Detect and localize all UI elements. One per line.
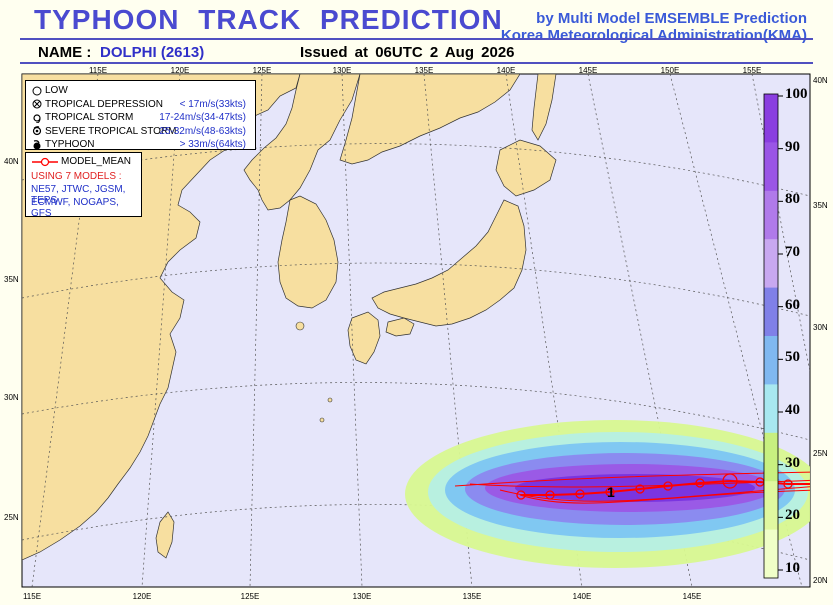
colorbar-label: 30 [785,454,800,471]
header-divider-bottom [20,62,813,64]
right-latitude-label: 40N [813,76,828,85]
top-longitude-label: 125E [253,66,272,75]
colorbar-segment [764,94,778,143]
right-latitude-label: 35N [813,201,828,210]
current-position-marker: 1 [607,484,615,500]
colorbar-segment [764,384,778,434]
left-latitude-label: 30N [4,393,19,402]
colorbar-segment [764,336,778,385]
top-longitude-label: 140E [497,66,516,75]
name-label: NAME : [38,44,92,61]
model-list-line1: NE57, JTWC, JGSM, TEPS [31,184,126,206]
colorbar-label: 80 [785,191,800,208]
legend-item-value: 17-24m/s(34-47kts) [159,112,246,123]
colorbar-label: 50 [785,349,800,366]
honshu-land [371,199,527,327]
right-latitude-label: 30N [813,323,828,332]
top-longitude-label: 130E [333,66,352,75]
taiwan-land [155,511,175,559]
bottom-longitude-label: 140E [573,592,592,601]
ryukyu-island [319,417,325,423]
tropical-depression-icon [32,99,42,109]
tropical-storm-icon [33,113,41,123]
ryukyu-island [327,397,333,403]
header-divider [20,38,813,40]
intensity-legend: LOW TROPICAL DEPRESSION < 17m/s(33kts) TROP… [25,80,256,150]
shikoku-land [385,317,415,337]
legend-item: TROPICAL STORM 17-24m/s(34-47kts) [32,111,250,124]
colorbar-segment [764,239,778,289]
bottom-longitude-label: 130E [353,592,372,601]
legend-item-value: < 17m/s(33kts) [179,98,246,110]
jeju-island [295,321,305,331]
korea-peninsula [277,195,339,309]
right-latitude-label: 25N [813,449,828,458]
storm-name: DOLPHI (2613) [100,44,205,61]
using-models: USING 7 MODELS : [31,171,122,182]
colorbar-label: 70 [785,244,800,260]
kyushu-land [347,311,381,365]
model-mean-label: MODEL_MEAN [61,156,132,167]
probability-colorbar [763,93,783,579]
mean-line-icon [32,157,58,166]
hokkaido-land [495,139,557,197]
colorbar-label: 10 [785,560,800,576]
top-longitude-label: 135E [415,66,434,75]
model-mean-legend: MODEL_MEAN [32,156,131,167]
legend-item-label: TROPICAL STORM [45,112,134,123]
bottom-longitude-label: 120E [133,592,152,601]
right-latitude-label: 20N [813,576,828,585]
left-latitude-label: 40N [4,157,19,166]
colorbar-segment [764,287,778,337]
legend-item: TYPHOON > 33m/s(64kts) [32,138,250,151]
issued-time: Issued at 06UTC 2 Aug 2026 [300,44,515,61]
colorbar-segment [764,142,778,192]
colorbar-label: 40 [785,402,800,418]
top-longitude-label: 145E [579,66,598,75]
strike-probability-area [405,420,810,568]
legend-item-label: SEVERE TROPICAL STORM [45,125,177,137]
colorbar-segment [764,481,778,531]
legend-item-value: > 33m/s(64kts) [179,139,246,150]
legend-item-label: LOW [45,85,68,96]
colorbar-segment [764,529,778,579]
bottom-longitude-label: 115E [23,592,41,601]
low-icon [32,86,42,95]
bottom-longitude-label: 135E [463,592,482,601]
russia-land [339,74,521,165]
left-latitude-label: 25N [4,513,19,522]
top-longitude-label: 115E [89,66,107,75]
top-longitude-label: 150E [661,66,680,75]
colorbar-segment [764,432,778,482]
by-line: by Multi Model EMSEMBLE Prediction [536,10,807,27]
legend-item-value: 25-32m/s(48-63kts) [159,125,246,137]
colorbar-segment [764,190,778,240]
colorbar-label: 20 [785,507,800,524]
bottom-longitude-label: 145E [683,592,702,601]
left-latitude-label: 35N [4,275,19,284]
severe-tropical-storm-icon [32,126,42,136]
legend-item: SEVERE TROPICAL STORM 25-32m/s(48-63kts) [32,125,250,138]
legend-item: LOW [32,84,250,97]
axis-labels: 115E 120E 125E 130E 135E 140E 145E 150E 155E 115E… [4,66,828,601]
page-title: TYPHOON TRACK PREDICTION [34,4,503,35]
legend-item-label: TYPHOON [45,139,95,150]
korea-north-land [243,74,361,211]
typhoon-icon [33,139,41,149]
colorbar-label: 90 [785,138,800,155]
sakhalin-land [531,74,557,141]
top-longitude-label: 155E [743,66,762,75]
bottom-longitude-label: 125E [241,592,260,601]
mean-track-points [516,473,793,500]
colorbar-label: 60 [785,296,800,313]
top-longitude-label: 120E [171,66,190,75]
legend-item-label: TROPICAL DEPRESSION [45,98,163,110]
colorbar-label: 100 [785,86,808,102]
model-list-line2: ECMWF, NOGAPS, GFS [31,197,119,219]
model-legend: MODEL_MEAN USING 7 MODELS : NE57, JTWC, … [25,152,142,219]
legend-item: TROPICAL DEPRESSION < 17m/s(33kts) [32,98,250,111]
